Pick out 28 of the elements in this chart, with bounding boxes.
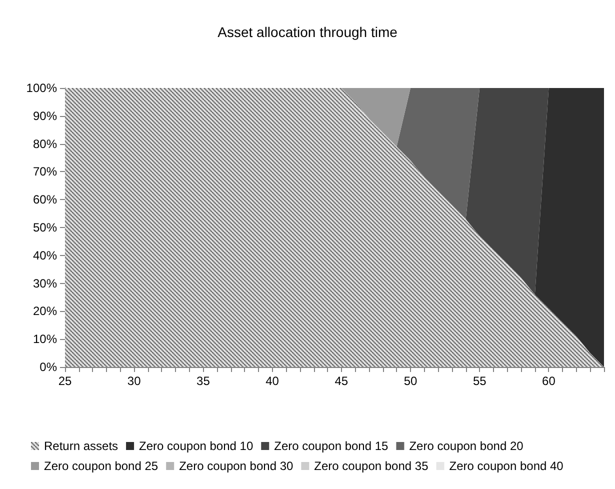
y-tick-label: 0%	[40, 360, 58, 374]
legend-label: Zero coupon bond 35	[314, 459, 429, 473]
y-tick-label: 60%	[32, 192, 58, 207]
x-tick-label: 45	[334, 374, 348, 388]
x-tick-label: 25	[58, 374, 72, 388]
y-tick-label: 40%	[32, 248, 58, 262]
legend-label: Zero coupon bond 10	[139, 439, 254, 453]
y-tick-label: 10%	[32, 332, 58, 346]
legend-label: Return assets	[44, 439, 118, 453]
y-tick-label: 90%	[32, 108, 58, 123]
y-tick-label: 50%	[32, 220, 58, 234]
x-tick-label: 55	[472, 374, 487, 388]
legend-label: Zero coupon bond 15	[274, 439, 389, 453]
y-tick-label: 30%	[32, 276, 58, 290]
x-tick-label: 40	[266, 374, 280, 388]
y-tick-label: 100%	[26, 81, 58, 95]
x-tick-label: 30	[127, 374, 142, 388]
chart-title: Asset allocation through time	[218, 24, 398, 40]
y-tick-label: 20%	[32, 304, 58, 318]
x-tick-label: 60	[542, 374, 556, 388]
legend-label: Zero coupon bond 30	[179, 459, 294, 473]
legend-label: Zero coupon bond 40	[449, 459, 564, 473]
y-tick-label: 70%	[32, 164, 58, 179]
legend-label: Zero coupon bond 20	[409, 439, 524, 453]
x-tick-label: 35	[196, 374, 210, 388]
y-tick-label: 80%	[32, 136, 58, 151]
legend-label: Zero coupon bond 25	[44, 459, 158, 473]
x-tick-label: 50	[404, 374, 418, 388]
